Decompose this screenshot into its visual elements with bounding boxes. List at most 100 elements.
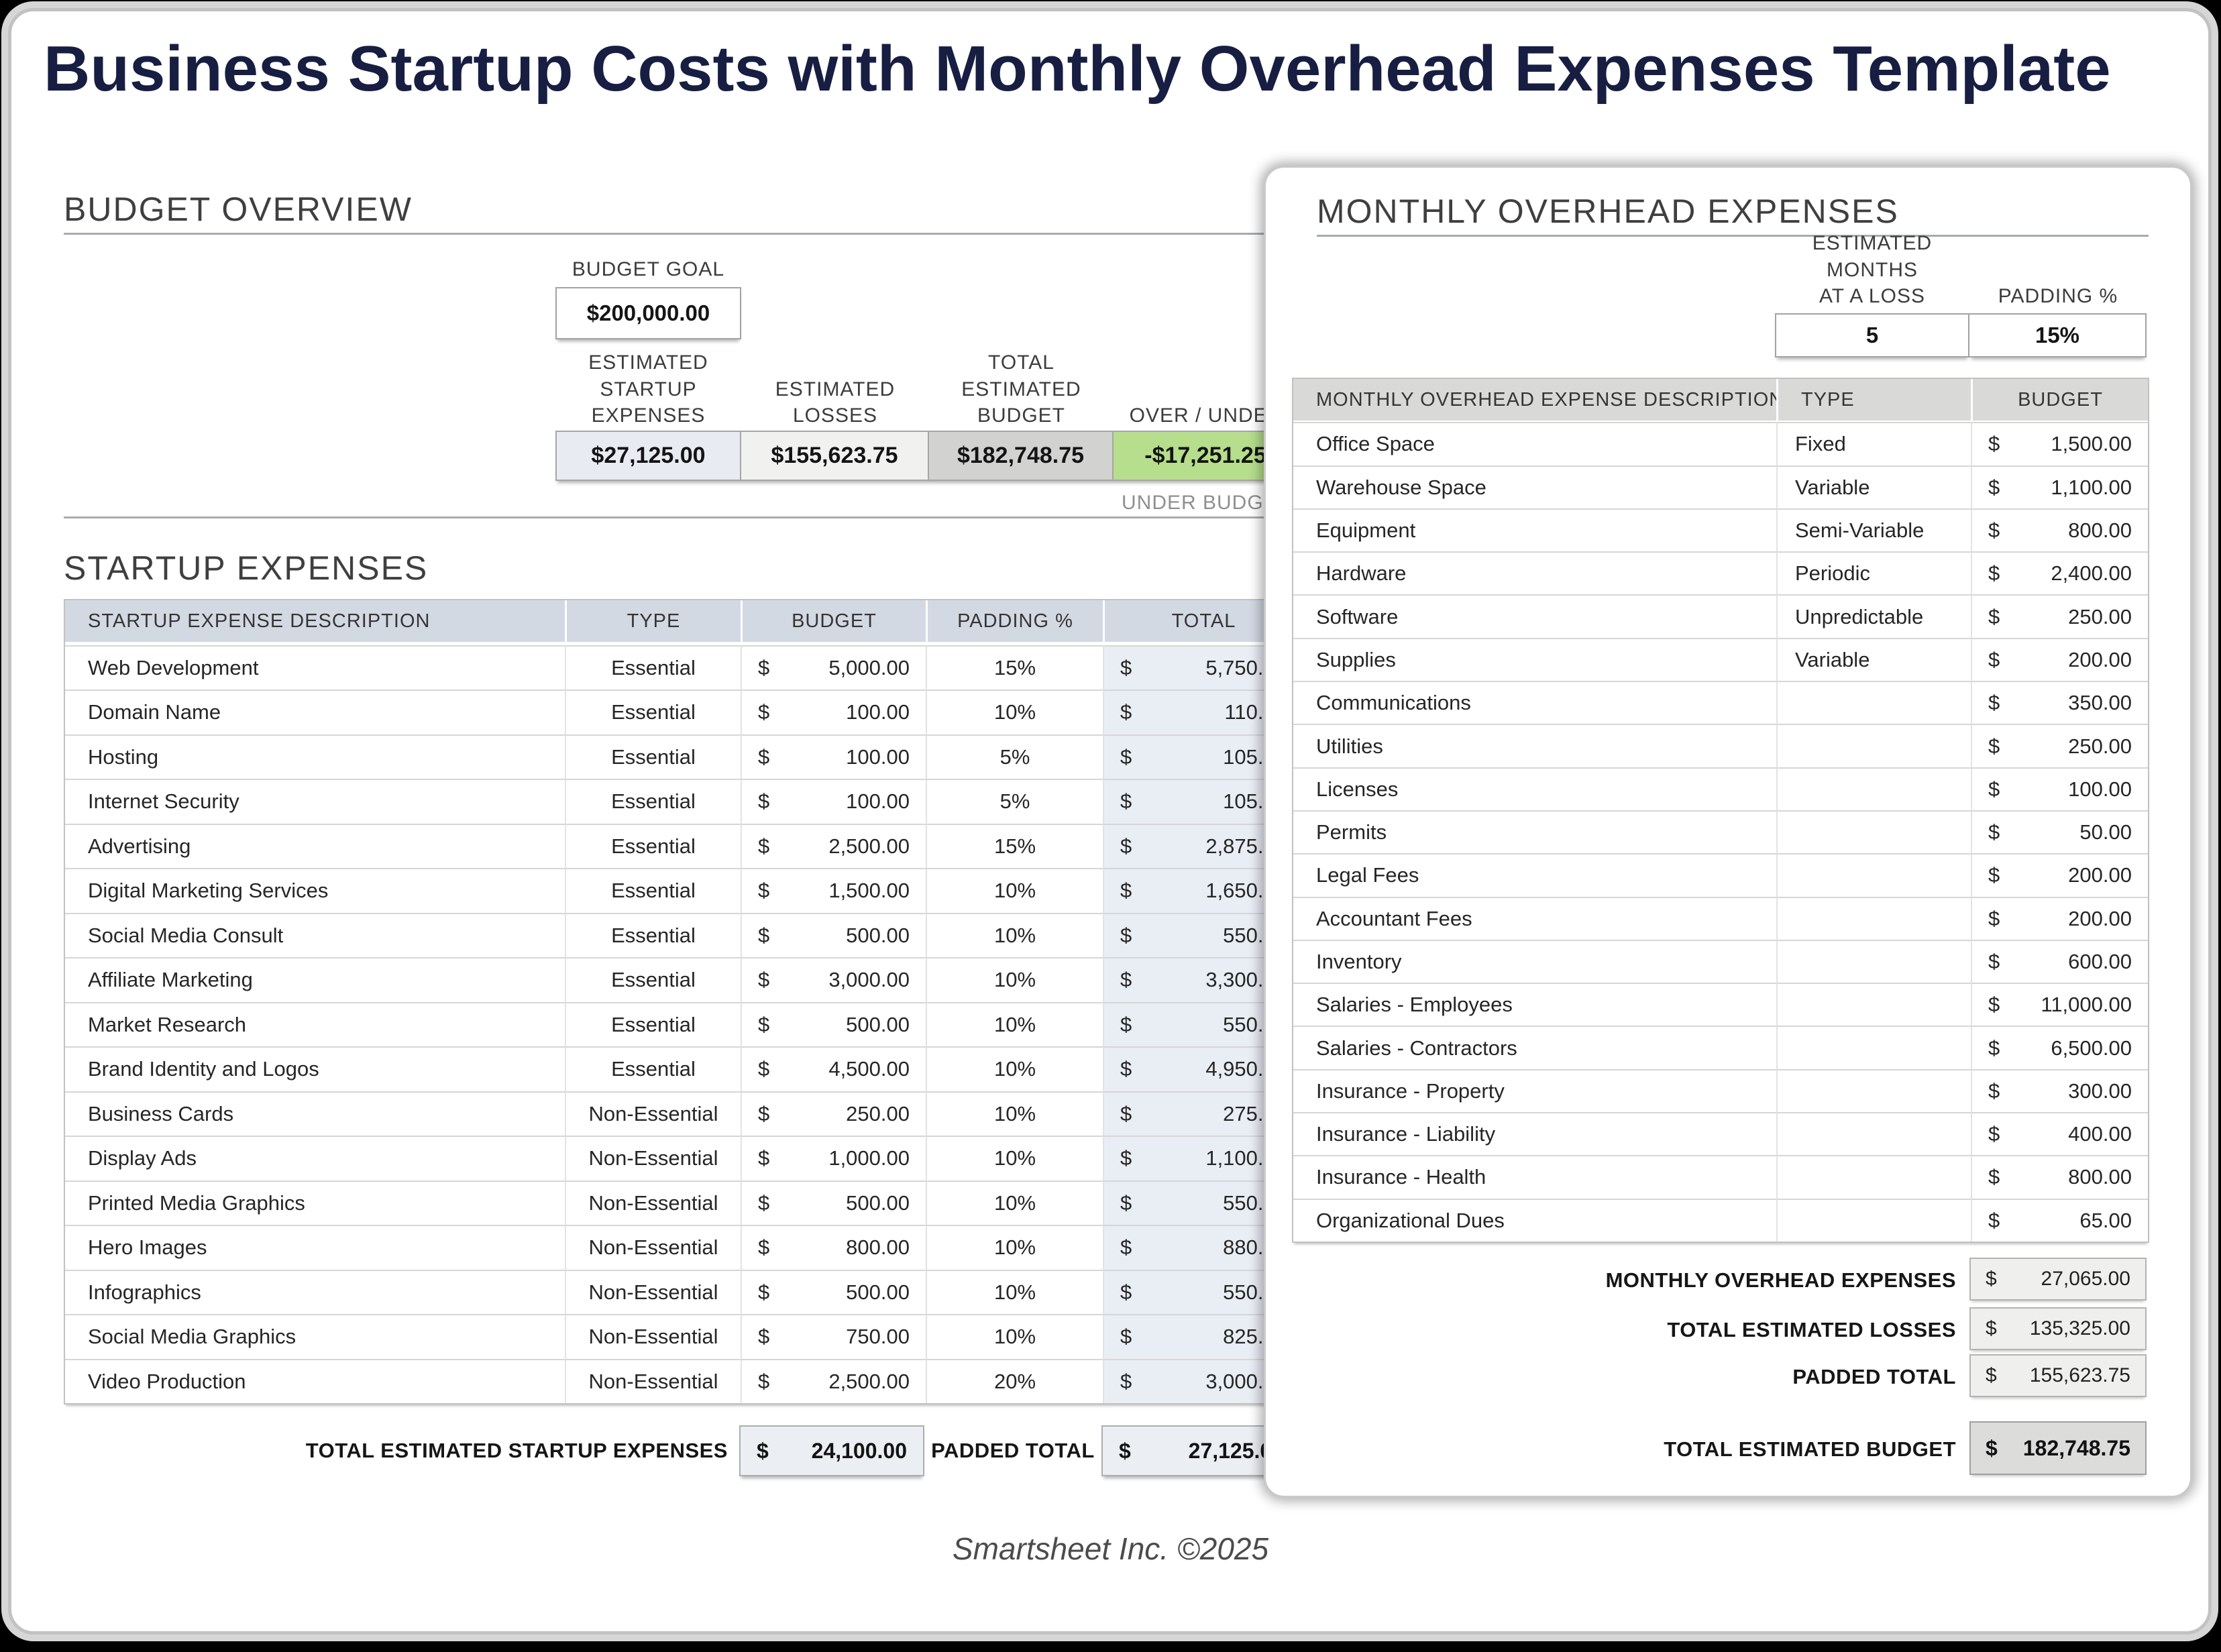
cell-budget[interactable]: $100.00 [741, 779, 926, 824]
cell-type[interactable]: Essential [565, 868, 741, 913]
cell-description[interactable]: Advertising [65, 823, 565, 868]
cell-type[interactable]: Non-Essential [565, 1269, 741, 1314]
cell-type[interactable] [1776, 896, 1971, 940]
cell-type[interactable] [1776, 983, 1971, 1026]
cell-budget[interactable]: $11,000.00 [1971, 983, 2148, 1026]
cell-description[interactable]: Social Media Consult [65, 912, 565, 957]
cell-budget[interactable]: $1,100.00 [1971, 465, 2148, 508]
budget-stat-cell[interactable]: $155,623.75 [741, 431, 929, 481]
startup-total-cell[interactable]: $ 24,100.00 [739, 1425, 924, 1476]
cell-type[interactable] [1776, 724, 1971, 767]
cell-padding-pct[interactable]: 10% [926, 1225, 1103, 1270]
cell-description[interactable]: Video Production [65, 1358, 565, 1403]
cell-type[interactable]: Non-Essential [565, 1136, 741, 1180]
cell-budget[interactable]: $65.00 [1971, 1198, 2148, 1242]
cell-type[interactable]: Fixed [1776, 422, 1971, 465]
cell-description[interactable]: Permits [1293, 810, 1776, 854]
cell-budget[interactable]: $600.00 [1971, 939, 2148, 983]
cell-budget[interactable]: $800.00 [741, 1225, 926, 1270]
cell-padding-pct[interactable]: 5% [926, 779, 1103, 824]
cell-description[interactable]: Licenses [1293, 767, 1776, 810]
cell-description[interactable]: Warehouse Space [1293, 465, 1776, 508]
cell-padding-pct[interactable]: 15% [926, 823, 1103, 868]
cell-type[interactable]: Variable [1776, 637, 1971, 681]
cell-description[interactable]: Inventory [1293, 939, 1776, 983]
cell-budget[interactable]: $200.00 [1971, 637, 2148, 681]
cell-padding-pct[interactable]: 10% [926, 1314, 1103, 1359]
cell-description[interactable]: Domain Name [65, 690, 565, 734]
cell-type[interactable]: Essential [565, 645, 741, 690]
cell-budget[interactable]: $350.00 [1971, 681, 2148, 724]
cell-padding-pct[interactable]: 5% [926, 734, 1103, 779]
cell-type[interactable]: Periodic [1776, 551, 1971, 595]
cell-type[interactable] [1776, 1112, 1971, 1156]
cell-budget[interactable]: $4,500.00 [741, 1046, 926, 1091]
cell-budget[interactable]: $400.00 [1971, 1112, 2148, 1156]
cell-type[interactable] [1776, 1198, 1971, 1242]
cell-budget[interactable]: $800.00 [1971, 1155, 2148, 1199]
cell-budget[interactable]: $800.00 [1971, 508, 2148, 552]
cell-description[interactable]: Printed Media Graphics [65, 1180, 565, 1225]
cell-type[interactable]: Non-Essential [565, 1091, 741, 1136]
cell-type[interactable]: Essential [565, 1046, 741, 1091]
cell-padding-pct[interactable]: 10% [926, 690, 1103, 734]
padding-pct-cell[interactable]: 15% [1969, 313, 2147, 357]
cell-budget[interactable]: $100.00 [1971, 767, 2148, 810]
cell-type[interactable]: Essential [565, 823, 741, 868]
cell-description[interactable]: Insurance - Liability [1293, 1112, 1776, 1156]
cell-budget[interactable]: $100.00 [741, 690, 926, 734]
cell-budget[interactable]: $2,400.00 [1971, 551, 2148, 595]
cell-budget[interactable]: $3,000.00 [741, 957, 926, 1002]
cell-type[interactable] [1776, 1155, 1971, 1199]
cell-description[interactable]: Brand Identity and Logos [65, 1046, 565, 1091]
cell-type[interactable]: Essential [565, 734, 741, 779]
cell-budget[interactable]: $6,500.00 [1971, 1026, 2148, 1069]
cell-budget[interactable]: $50.00 [1971, 810, 2148, 854]
cell-budget[interactable]: $100.00 [741, 734, 926, 779]
cell-padding-pct[interactable]: 10% [926, 1269, 1103, 1314]
cell-type[interactable]: Essential [565, 690, 741, 734]
cell-description[interactable]: Office Space [1293, 422, 1776, 465]
cell-description[interactable]: Legal Fees [1293, 853, 1776, 897]
cell-description[interactable]: Supplies [1293, 637, 1776, 681]
cell-budget[interactable]: $1,500.00 [741, 868, 926, 913]
cell-description[interactable]: Web Development [65, 645, 565, 690]
cell-padding-pct[interactable]: 10% [926, 912, 1103, 957]
cell-type[interactable]: Non-Essential [565, 1358, 741, 1403]
cell-budget[interactable]: $250.00 [1971, 594, 2148, 638]
cell-type[interactable]: Essential [565, 1001, 741, 1046]
cell-description[interactable]: Accountant Fees [1293, 896, 1776, 940]
cell-padding-pct[interactable]: 10% [926, 1091, 1103, 1136]
cell-description[interactable]: Social Media Graphics [65, 1314, 565, 1359]
cell-type[interactable] [1776, 1068, 1971, 1113]
cell-type[interactable] [1776, 681, 1971, 724]
cell-budget[interactable]: $500.00 [741, 1180, 926, 1225]
cell-budget[interactable]: $250.00 [1971, 724, 2148, 767]
cell-description[interactable]: Communications [1293, 681, 1776, 724]
cell-budget[interactable]: $500.00 [741, 1001, 926, 1046]
cell-budget[interactable]: $5,000.00 [741, 645, 926, 690]
cell-description[interactable]: Display Ads [65, 1136, 565, 1180]
cell-padding-pct[interactable]: 10% [926, 868, 1103, 913]
cell-budget[interactable]: $1,000.00 [741, 1136, 926, 1180]
cell-padding-pct[interactable]: 20% [926, 1358, 1103, 1403]
cell-description[interactable]: Affiliate Marketing [65, 957, 565, 1002]
cell-description[interactable]: Business Cards [65, 1091, 565, 1136]
summary-cell[interactable]: $155,623.75 [1969, 1354, 2147, 1397]
summary-cell[interactable]: $135,325.00 [1969, 1307, 2147, 1350]
cell-padding-pct[interactable]: 15% [926, 645, 1103, 690]
cell-description[interactable]: Salaries - Contractors [1293, 1026, 1776, 1069]
cell-type[interactable]: Essential [565, 912, 741, 957]
cell-type[interactable] [1776, 1026, 1971, 1069]
cell-description[interactable]: Infographics [65, 1269, 565, 1314]
budget-stat-cell[interactable]: $27,125.00 [555, 431, 741, 481]
cell-description[interactable]: Equipment [1293, 508, 1776, 552]
cell-budget[interactable]: $200.00 [1971, 853, 2148, 897]
cell-type[interactable]: Non-Essential [565, 1314, 741, 1359]
months-at-loss-cell[interactable]: 5 [1775, 313, 1969, 357]
cell-padding-pct[interactable]: 10% [926, 1046, 1103, 1091]
cell-type[interactable]: Non-Essential [565, 1180, 741, 1225]
cell-description[interactable]: Software [1293, 594, 1776, 638]
cell-type[interactable] [1776, 767, 1971, 810]
cell-description[interactable]: Hosting [65, 734, 565, 779]
